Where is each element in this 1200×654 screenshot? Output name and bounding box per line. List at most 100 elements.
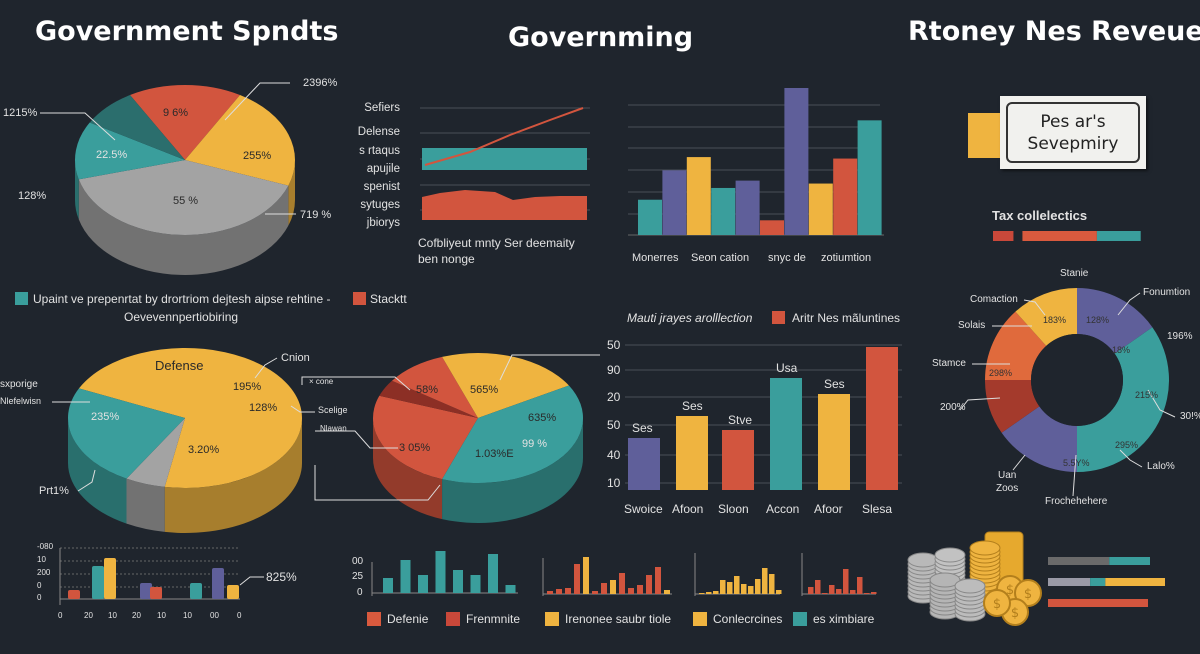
donut-slice [1077, 327, 1169, 472]
donut-leader [1117, 292, 1141, 316]
small-e-bar [871, 592, 877, 594]
top-bar [638, 199, 662, 235]
row-chart-label: Sefiers [364, 102, 400, 114]
pie2-slice-side [164, 418, 302, 533]
pie1-slice [89, 95, 185, 160]
donut-inner-label: 295% [1115, 440, 1139, 450]
legend-label: Stacktt [370, 292, 407, 306]
small-b-y-tick: 00 [352, 556, 364, 567]
donut-outer-label: 30!% [1180, 411, 1200, 422]
tax-title: Tax collelectics [992, 208, 1088, 223]
pie3-slice [442, 353, 569, 418]
pie3-callout: Nlawan [320, 424, 347, 433]
small-b-bar [453, 570, 463, 593]
small-d-bar [755, 579, 761, 594]
legend-swatch-red [353, 292, 366, 305]
mid-bar [818, 394, 850, 490]
donut-outer-label: Frochehehere [1045, 496, 1108, 507]
small-c-bar [637, 585, 643, 594]
pie2-leader [290, 405, 315, 413]
donut-inner-label: 183% [1043, 315, 1067, 325]
pie3-label: 1.03%E [475, 448, 514, 460]
mid-bar-y-tick: 10 [607, 476, 621, 490]
small-a-bar [104, 558, 116, 599]
row-chart-label: Delense [357, 126, 400, 138]
pie3-slice [373, 395, 478, 480]
small-c-bar [628, 588, 634, 594]
donut-outer-label: 196% [1167, 331, 1193, 342]
bottom-legend-swatch [793, 612, 807, 626]
pie3-label: 635% [528, 412, 557, 424]
small-d-bar [699, 593, 705, 594]
top-bar [711, 187, 736, 235]
pie3-label: 58% [416, 384, 439, 396]
bottom-legend-label: Irenonee saubr tiole [565, 612, 672, 626]
mid-bar-y-tick: 90 [607, 363, 621, 377]
small-d-bar [741, 584, 747, 594]
small-e-bar [864, 593, 870, 594]
pie2-slice-side [68, 418, 127, 524]
title-center: Governming [508, 22, 694, 53]
pie2-slice-side [126, 478, 165, 532]
pie1-label: 9 6% [163, 107, 189, 119]
row-chart-label: apujile [366, 163, 400, 175]
bottom-legend-swatch [693, 612, 707, 626]
bottom-legend-swatch [545, 612, 559, 626]
pie1-label: 55 % [173, 195, 199, 207]
small-a-bar [140, 583, 152, 599]
donut-leader [1012, 454, 1026, 471]
pie2-label: 3.20% [188, 444, 220, 456]
small-b-y-tick: 25 [352, 571, 364, 582]
small-b-y-tick: 0 [357, 587, 363, 598]
donut-inner-label: 128% [1086, 315, 1110, 325]
pie1-slice [130, 85, 240, 160]
donut-leader [1119, 449, 1143, 468]
small-a-y-tick: 0 [37, 593, 42, 602]
small-a-x-tick: 20 [84, 611, 93, 620]
small-b-bar [435, 551, 446, 593]
row-chart-label: sytuges [360, 199, 400, 211]
donut-slice [1077, 288, 1153, 354]
small-a-x-tick: 0 [237, 611, 242, 620]
donut-outer-label: Stamce [932, 358, 966, 369]
top-bar [662, 170, 687, 235]
pie3-label: 3 05% [399, 442, 431, 454]
mid-bar-data-label: Ses [682, 399, 703, 413]
dollar-coin-icon [983, 589, 1011, 617]
pie2-leader [77, 469, 96, 492]
mid-bar [628, 438, 660, 490]
pie3-leader [301, 376, 411, 391]
small-a-x-tick: 10 [108, 611, 117, 620]
small-a-y-tick: -080 [37, 542, 54, 551]
small-b-bar [418, 575, 428, 593]
legend-label: Upaint ve prepenrtat by drortriom dejtes… [33, 292, 331, 306]
coin-stack-icon [934, 547, 966, 563]
bottom-legend-label: Conlecrcines [713, 612, 783, 626]
pie2-label: 128% [249, 402, 278, 414]
small-c-bar [547, 591, 553, 594]
pie3-slice [391, 356, 478, 418]
donut-title: Stanie [1060, 268, 1089, 279]
donut-slice [1015, 288, 1077, 346]
small-c-bar [556, 589, 562, 594]
donut-leader [1072, 454, 1077, 497]
progress-bar-segment [1090, 578, 1106, 586]
row-chart-label: spenist [363, 181, 400, 193]
pie1-slice-side [75, 160, 79, 220]
legend-subtitle: Oevevennpertiobiring [124, 310, 239, 324]
row-chart-label: jbiorys [366, 217, 400, 229]
small-a-x-tick: 20 [132, 611, 141, 620]
bottom-legend-label: Frenmnite [466, 612, 521, 626]
mid-bar [770, 378, 802, 490]
top-bar [784, 88, 809, 235]
mid-bar-y-tick: 50 [607, 418, 621, 432]
sign-tab [968, 113, 1002, 158]
title-left: Government Spndts [35, 16, 339, 47]
pie1-label: 1215% [3, 107, 38, 119]
mid-bar-y-tick: 20 [607, 390, 621, 404]
small-d-bar [769, 574, 775, 594]
small-e-bar [843, 569, 849, 594]
small-a-bar [227, 585, 239, 599]
top-bar [833, 158, 858, 235]
